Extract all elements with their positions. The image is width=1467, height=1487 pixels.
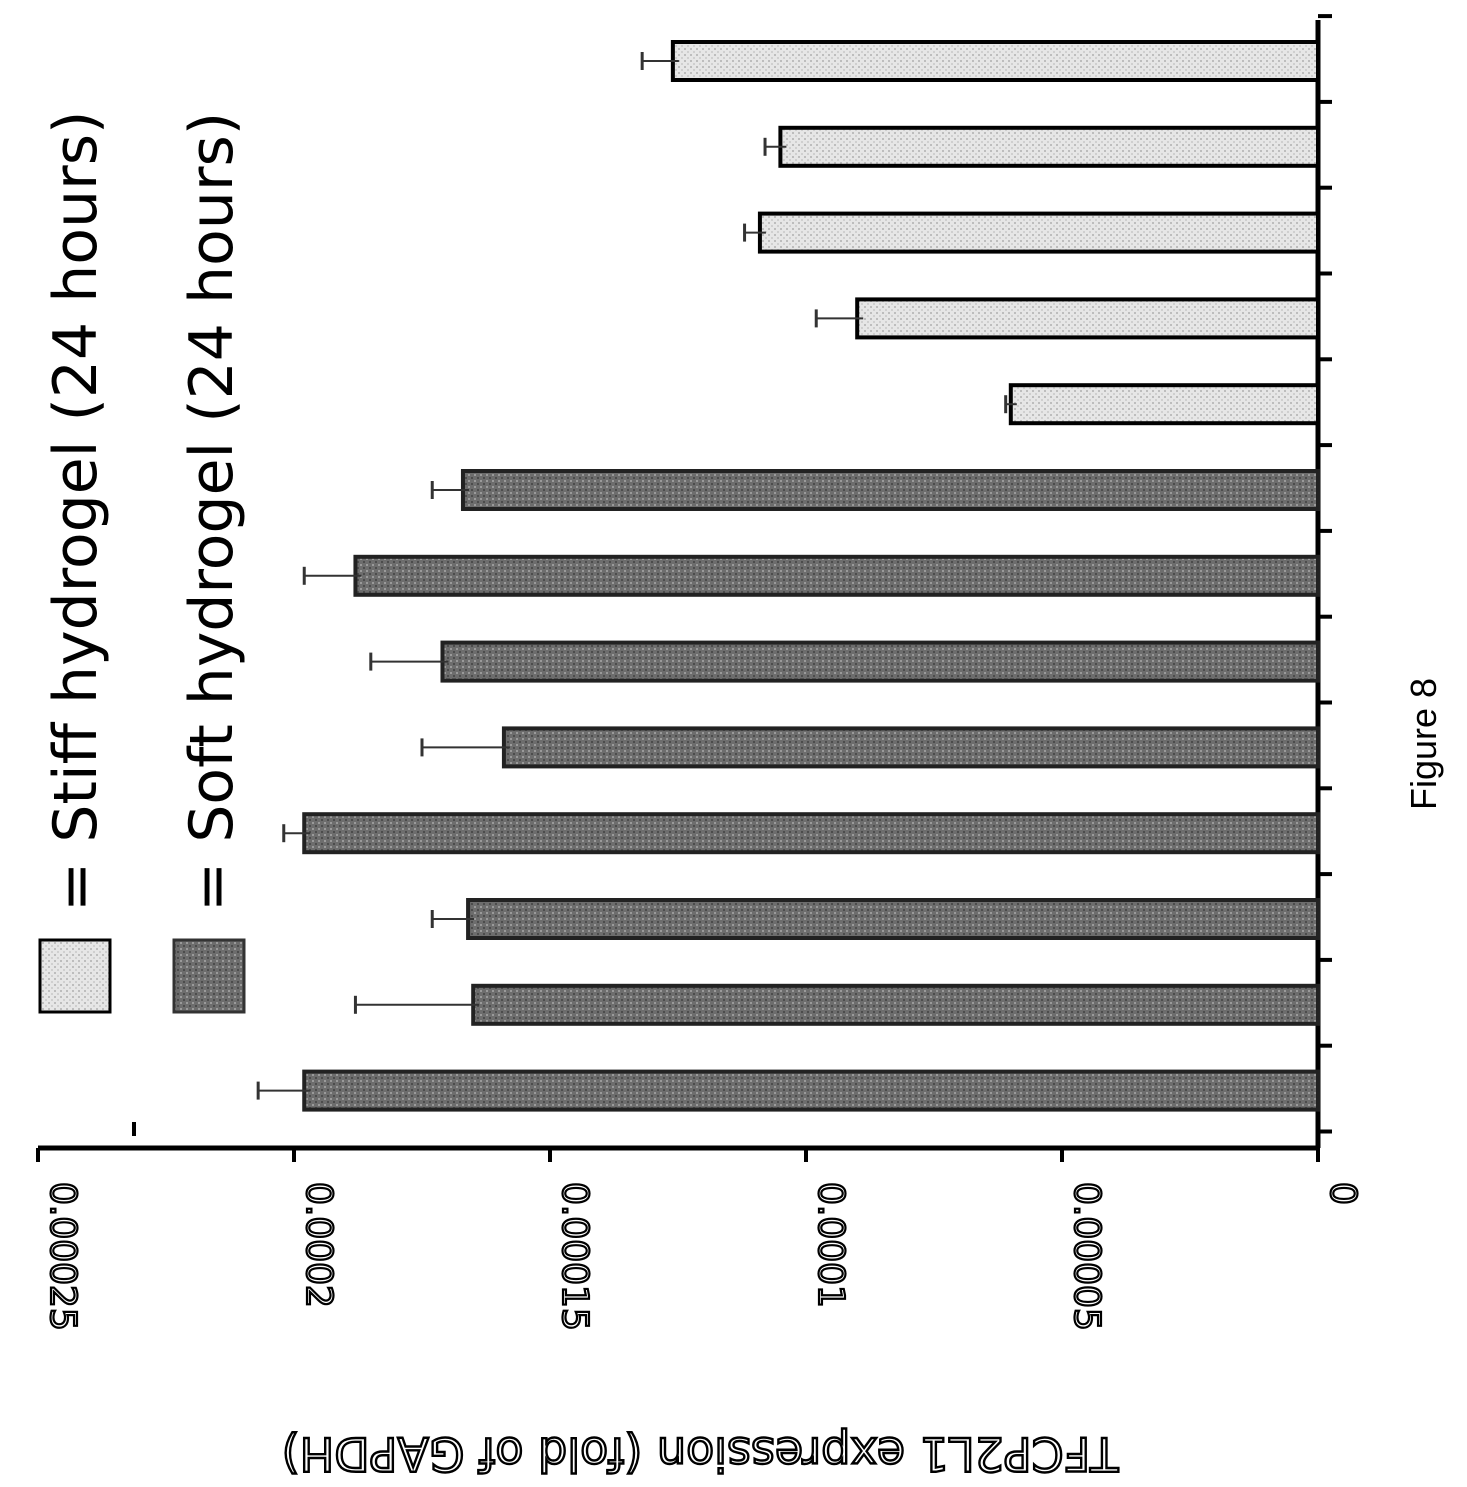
value-tick-label: 0.00015 <box>554 1182 595 1331</box>
error-bar <box>353 995 480 1014</box>
legend-label-soft: = Soft hydrogel (24 hours) <box>177 112 247 912</box>
error-bars <box>256 52 1017 1100</box>
error-bar <box>430 481 469 499</box>
error-bar <box>420 738 510 757</box>
value-axis: 0 0.00005 0.0001 0.00015 0.0002 0.00025 <box>36 1145 1364 1332</box>
error-bar <box>763 137 787 156</box>
legend: = Stiff hydrogel (24 hours) = Soft hydro… <box>38 111 247 1014</box>
error-bar <box>640 52 679 70</box>
figure-caption: Figure 8 <box>1403 678 1444 810</box>
value-tick-label: 0 <box>1322 1182 1363 1205</box>
error-bar <box>256 1081 311 1100</box>
error-bar <box>814 309 864 328</box>
bar-stiff-hydrogel <box>778 125 1320 168</box>
value-tick-label: 0.00005 <box>1066 1182 1107 1331</box>
category-axis <box>1315 14 1332 1148</box>
bar-soft-hydrogel <box>353 554 1320 597</box>
bar-soft-hydrogel <box>440 640 1321 683</box>
bar-soft-hydrogel <box>460 469 1320 511</box>
bar-soft-hydrogel <box>466 898 1320 940</box>
legend-swatch-soft <box>172 938 246 1014</box>
value-tick-label: 0.00025 <box>42 1182 83 1331</box>
bar-stiff-hydrogel <box>1008 383 1320 426</box>
value-tick-label: 0.0002 <box>298 1182 339 1308</box>
bars <box>302 40 1321 1112</box>
bar-soft-hydrogel <box>471 983 1320 1026</box>
bar-stiff-hydrogel <box>855 297 1320 340</box>
error-bar <box>282 824 311 843</box>
value-axis-ticks: 0 0.00005 0.0001 0.00015 0.0002 0.00025 <box>36 1148 1364 1332</box>
error-bar <box>430 910 475 928</box>
bar-stiff-hydrogel <box>670 40 1320 82</box>
value-tick-label: 0.0001 <box>810 1182 851 1308</box>
bar-stiff-hydrogel <box>757 211 1320 254</box>
bar-soft-hydrogel <box>302 812 1320 855</box>
error-bar <box>369 652 449 671</box>
category-axis-ticks <box>1318 14 1332 1134</box>
bar-soft-hydrogel <box>501 726 1321 769</box>
legend-swatch-stiff <box>38 938 112 1014</box>
error-bar <box>743 223 766 242</box>
error-bar <box>302 566 362 585</box>
legend-label-stiff: = Stiff hydrogel (24 hours) <box>41 111 111 912</box>
error-bar <box>1004 395 1017 414</box>
bar-soft-hydrogel <box>302 1069 1320 1112</box>
value-axis-title: TFCP2L1 expression (fold of GAPDH) <box>282 1427 1120 1481</box>
